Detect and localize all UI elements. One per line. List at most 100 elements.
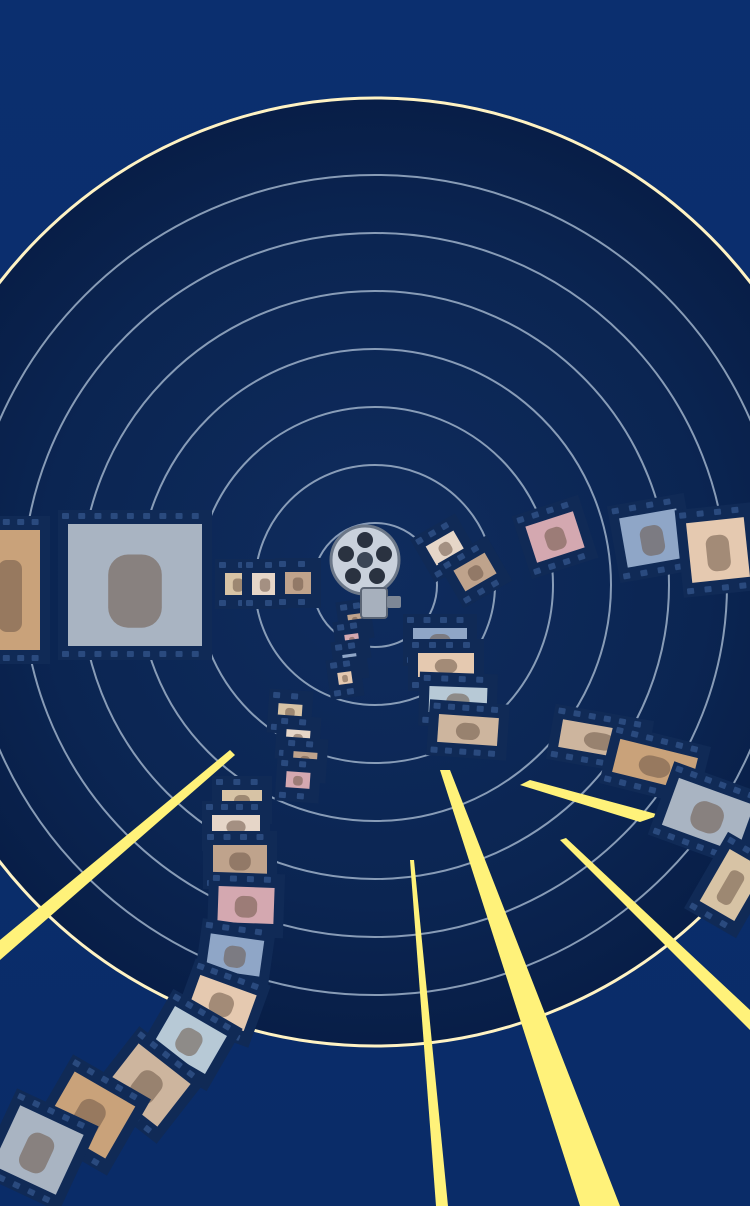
sprocket-hole <box>349 622 358 629</box>
photo-figure <box>638 755 671 778</box>
sprocket-hole <box>440 617 447 623</box>
sprocket-hole <box>31 655 39 661</box>
sprocket-hole <box>681 838 690 846</box>
sprocket-hole <box>742 845 750 854</box>
sprocket-hole <box>444 747 453 754</box>
sprocket-hole <box>110 513 118 519</box>
sprocket-hole <box>615 726 624 735</box>
sprocket-hole <box>0 1174 6 1183</box>
photo-woman-pink-sweater <box>88 1026 208 1144</box>
sprocket-hole <box>86 1067 95 1076</box>
photo-boy-portrait <box>606 492 698 584</box>
sprocket-hole <box>281 759 289 767</box>
sprocket-hole <box>558 707 566 715</box>
sprocket-hole <box>246 876 254 883</box>
sprocket-hole <box>430 746 438 753</box>
sprocket-hole <box>210 967 219 976</box>
sprocket-hole <box>633 782 642 790</box>
sprocket-hole <box>94 513 102 519</box>
sprocket-hole <box>278 791 287 799</box>
photo-figure <box>293 775 303 786</box>
tunnel-ring <box>0 174 750 996</box>
sprocket-hole <box>329 662 338 669</box>
sprocket-hole <box>174 1060 183 1069</box>
light-beam <box>520 780 660 822</box>
sprocket-hole <box>674 563 683 571</box>
photo-figure <box>223 945 246 968</box>
sprocket-hole <box>470 544 480 553</box>
sprocket-hole <box>250 982 259 990</box>
sprocket-hole <box>46 1106 56 1115</box>
sprocket-hole <box>628 504 637 512</box>
film-strip-right-down <box>545 703 750 939</box>
sprocket-hole <box>423 674 431 681</box>
sprocket-hole <box>428 529 437 538</box>
sprocket-hole <box>298 599 305 605</box>
photo-figure <box>175 1027 203 1057</box>
sprocket-hole <box>229 875 237 882</box>
sprocket-hole <box>347 642 356 649</box>
sprocket-hole <box>446 642 453 648</box>
sprocket-hole <box>31 519 39 525</box>
sprocket-hole <box>696 510 704 517</box>
sprocket-hole <box>459 748 467 755</box>
sprocket-hole <box>689 770 698 779</box>
photo-child-on-bicycle-with-adult <box>58 510 212 660</box>
sprocket-hole <box>273 691 281 699</box>
sprocket-hole <box>42 1195 51 1203</box>
sprocket-hole <box>12 1181 21 1190</box>
mini-frame <box>325 655 365 701</box>
sprocket-hole <box>186 1069 195 1079</box>
photo-figure <box>690 801 724 834</box>
sprocket-hole <box>565 753 574 761</box>
sprocket-hole <box>339 604 348 611</box>
sprocket-hole <box>412 682 419 688</box>
photo-family-small-3 <box>275 558 321 608</box>
sprocket-hole <box>126 513 134 519</box>
sprocket-hole <box>667 832 676 841</box>
sprocket-hole <box>76 1120 85 1129</box>
sprocket-hole <box>254 928 263 936</box>
sprocket-hole <box>412 642 419 648</box>
sprocket-hole <box>686 587 695 595</box>
sprocket-hole <box>487 750 496 757</box>
sprocket-hole <box>288 739 296 747</box>
sprocket-hole <box>91 1157 100 1166</box>
sprocket-hole <box>336 624 345 631</box>
sprocket-hole <box>415 536 424 545</box>
sprocket-hole <box>618 779 627 787</box>
reel-hole-5 <box>338 546 354 562</box>
sprocket-hole <box>490 579 500 588</box>
light-beams <box>0 750 750 1206</box>
sprocket-hole <box>137 1031 146 1040</box>
sprocket-hole <box>695 843 705 851</box>
sprocket-hole <box>704 586 712 593</box>
sprocket-hole <box>62 513 69 519</box>
sprocket-hole <box>462 704 470 711</box>
sprocket-hole <box>222 1022 231 1031</box>
sprocket-hole <box>718 781 727 789</box>
reel-hole-1 <box>357 532 373 548</box>
sprocket-hole <box>159 513 167 519</box>
sprocket-hole <box>473 749 481 756</box>
sprocket-hole <box>713 508 722 516</box>
sprocket-hole <box>210 1015 219 1024</box>
sprocket-hole <box>675 765 684 774</box>
photo-figure <box>455 722 480 741</box>
sprocket-hole <box>447 703 456 710</box>
sprocket-hole <box>246 562 253 568</box>
film-strip-left <box>0 510 321 664</box>
sprocket-hole <box>223 834 231 840</box>
sprocket-hole <box>429 642 436 648</box>
sprocket-hole <box>296 793 305 800</box>
sprocket-hole <box>114 1083 124 1092</box>
sprocket-hole <box>645 734 654 742</box>
sprocket-hole <box>727 836 736 845</box>
sprocket-hole <box>175 513 183 519</box>
sprocket-hole <box>110 651 118 657</box>
sprocket-hole <box>679 512 687 519</box>
sprocket-hole <box>476 676 484 683</box>
sprocket-hole <box>149 1041 159 1050</box>
sprocket-hole <box>185 1000 194 1009</box>
sprocket-hole <box>62 651 69 657</box>
